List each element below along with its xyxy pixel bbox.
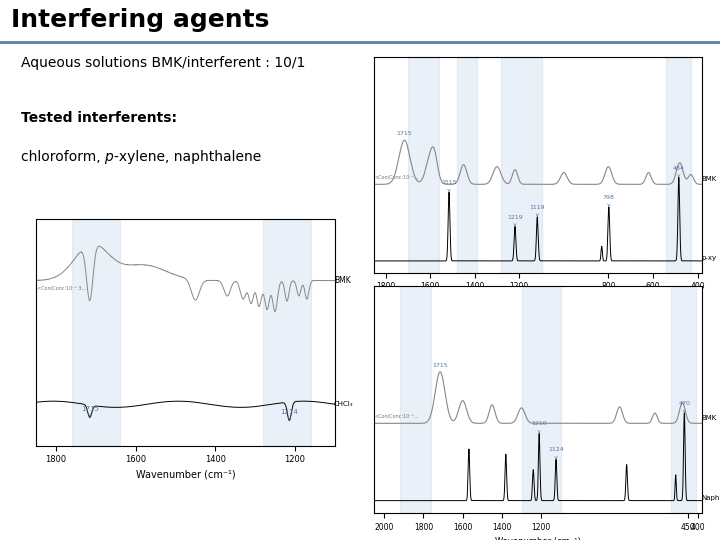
Text: 1219: 1219 xyxy=(507,215,523,226)
Text: 798: 798 xyxy=(603,195,615,206)
Text: BMK: BMK xyxy=(701,415,717,421)
Text: BMK: BMK xyxy=(334,276,351,285)
Text: 1715: 1715 xyxy=(397,131,413,136)
Bar xyxy=(670,286,696,513)
Text: p-xy: p-xy xyxy=(701,255,716,261)
X-axis label: Wavenumber (cm⁻¹): Wavenumber (cm⁻¹) xyxy=(135,470,235,480)
Text: <Con/Conc:10⁻³ 3...: <Con/Conc:10⁻³ 3... xyxy=(37,286,86,291)
Text: p: p xyxy=(104,150,112,164)
Text: presence of the interfering agents: presence of the interfering agents xyxy=(21,482,331,496)
X-axis label: Wavenumber (cm-1): Wavenumber (cm-1) xyxy=(495,297,581,306)
Text: 470: 470 xyxy=(678,401,690,413)
Text: 1715: 1715 xyxy=(81,406,99,417)
Text: -xylene, naphthalene: -xylene, naphthalene xyxy=(114,150,261,164)
Text: 1715: 1715 xyxy=(432,363,448,368)
Text: Tested interferents:: Tested interferents: xyxy=(21,111,176,125)
Text: <Con/Conc:10⁻³...: <Con/Conc:10⁻³... xyxy=(375,174,419,179)
Text: Interfering agents: Interfering agents xyxy=(11,8,269,32)
Text: CHCl₃: CHCl₃ xyxy=(334,401,354,407)
Text: Aqueous solutions BMK/interferent : 10/1: Aqueous solutions BMK/interferent : 10/1 xyxy=(21,57,305,70)
Text: 1210: 1210 xyxy=(531,421,547,433)
Text: cf: cf xyxy=(21,440,39,455)
Bar xyxy=(666,57,691,273)
Text: chloroform,: chloroform, xyxy=(21,150,104,164)
Text: <Con/Conc:10⁻³...: <Con/Conc:10⁻³... xyxy=(375,413,419,418)
Bar xyxy=(400,286,431,513)
Text: 1214: 1214 xyxy=(281,409,298,420)
X-axis label: Wavenumber (cm⁻¹): Wavenumber (cm⁻¹) xyxy=(495,537,581,540)
Bar xyxy=(501,57,541,273)
Text: 1515: 1515 xyxy=(441,180,456,192)
Text: 1119: 1119 xyxy=(529,205,545,216)
Bar xyxy=(72,219,120,446)
Text: 484: 484 xyxy=(673,166,685,177)
Text: BMK: BMK xyxy=(701,177,717,183)
Bar xyxy=(263,219,311,446)
Bar xyxy=(457,57,477,273)
Bar xyxy=(521,286,561,513)
Text: 1124: 1124 xyxy=(548,447,564,459)
Bar xyxy=(408,57,439,273)
Text: of  BMK  is  not  affected  by  the: of BMK is not affected by the xyxy=(44,440,372,455)
Text: Naph: Naph xyxy=(701,495,720,501)
